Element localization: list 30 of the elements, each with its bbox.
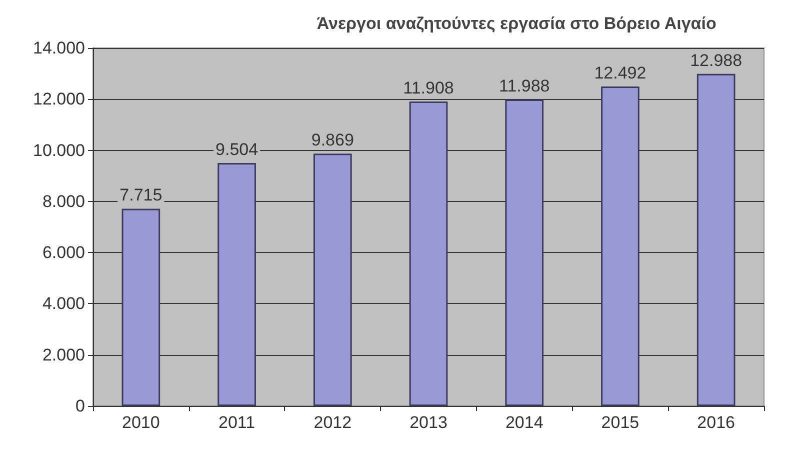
bar [218, 162, 256, 406]
x-tick-label: 2010 [122, 413, 160, 432]
x-tick-label: 2011 [218, 413, 256, 432]
y-tick-label: 6.000 [42, 243, 85, 262]
data-label: 11.908 [403, 78, 454, 98]
data-label: 9.504 [216, 140, 258, 159]
data-label: 12.988 [690, 50, 742, 70]
y-tick-label: 12.000 [33, 90, 85, 109]
data-label: 9.869 [311, 130, 354, 150]
x-tick-label: 2016 [697, 413, 735, 432]
y-tick-label: 10.000 [33, 140, 85, 160]
x-tick-label: 2012 [314, 413, 352, 432]
data-label: 7.715 [120, 186, 162, 205]
bar [122, 208, 160, 406]
y-tick-label: 8.000 [42, 192, 85, 211]
bar [313, 154, 352, 406]
y-tick-label: 4.000 [42, 294, 85, 314]
y-tick-label: 14.000 [33, 38, 85, 58]
bar [409, 101, 448, 406]
x-tick-label: 2015 [601, 413, 640, 432]
x-tick-label: 2014 [505, 413, 544, 432]
data-label: 12.492 [594, 64, 646, 83]
x-tick-label: 2013 [410, 413, 448, 432]
bar [696, 74, 736, 406]
y-tick-label: 2.000 [42, 345, 85, 364]
y-tick-label: 0 [76, 396, 85, 416]
bar [505, 99, 544, 406]
chart-title: Άνεργοι αναζητούντες εργασία στο Βόρειο Αιγαίο [316, 14, 716, 33]
data-label: 11.988 [498, 76, 550, 96]
bar [601, 86, 640, 406]
